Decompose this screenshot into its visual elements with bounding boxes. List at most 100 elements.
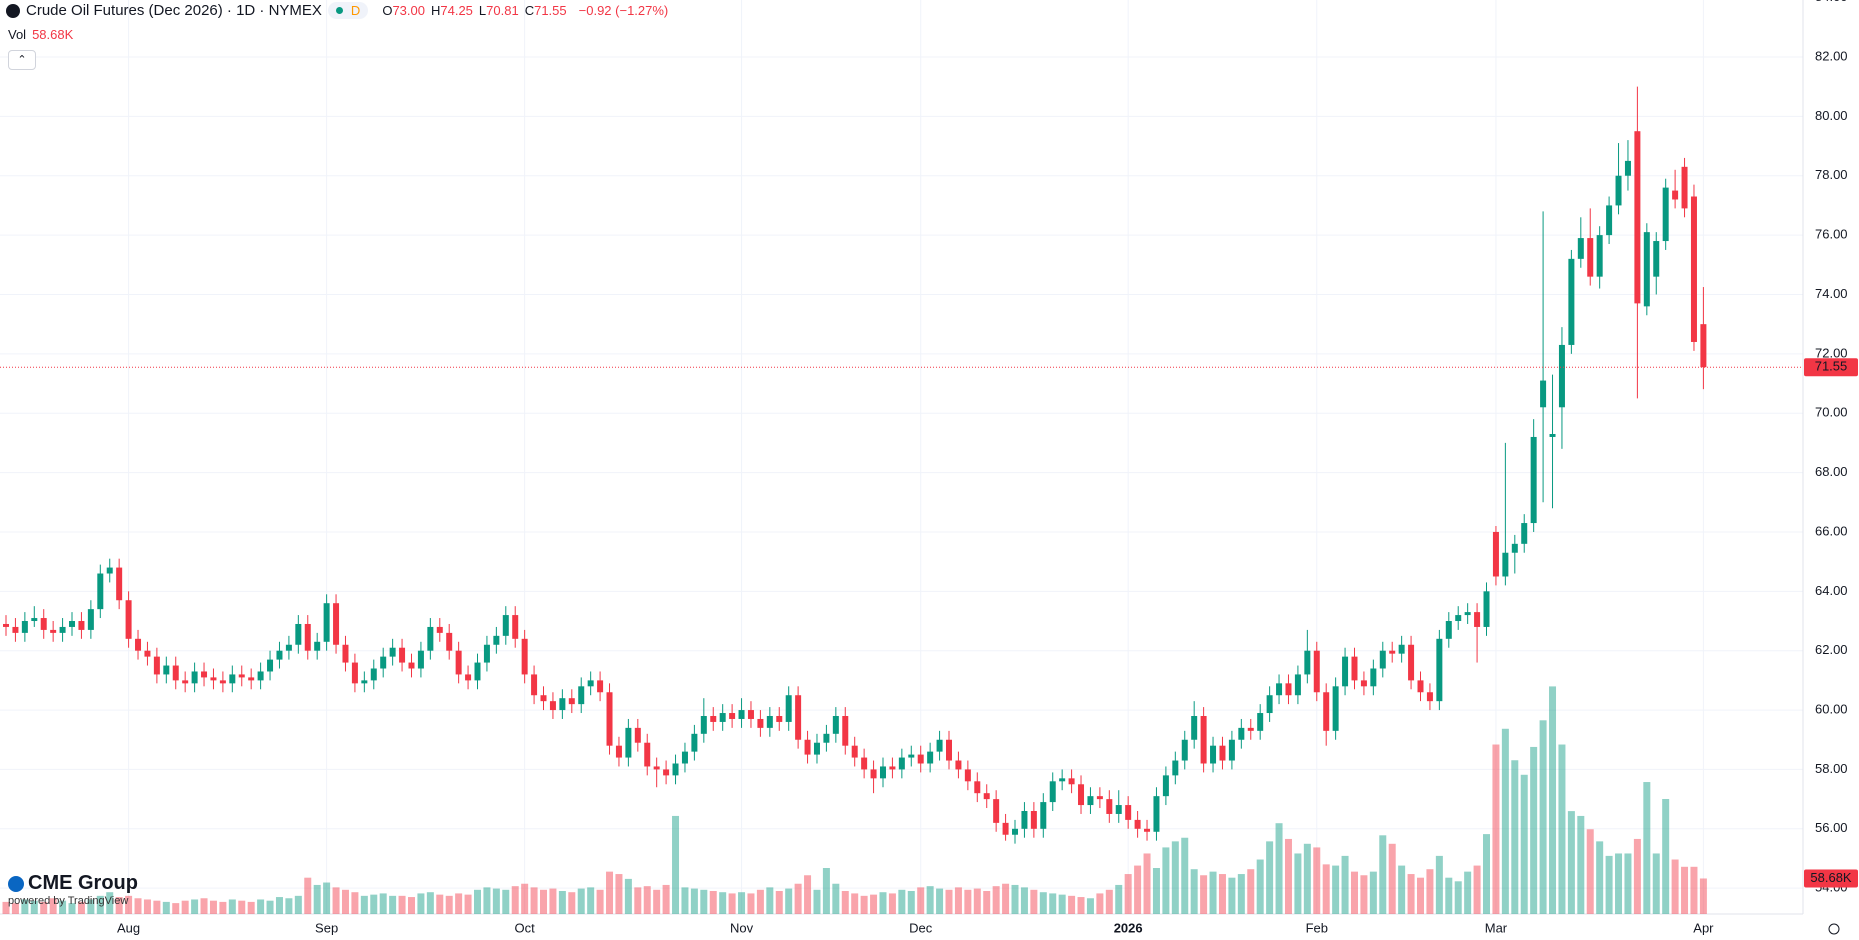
candle-body [502,615,509,636]
volume-bar [228,899,236,914]
volume-bar [1567,811,1575,914]
candle-body [248,677,255,681]
candle-body [719,713,726,722]
candle-body [738,710,745,719]
candle-body [21,621,28,633]
volume-bar [294,895,302,914]
symbol-icon [6,3,20,18]
candle-body [172,665,179,681]
volume-bar [860,895,868,914]
volume-bar [1049,893,1057,914]
volume-bar [738,892,746,914]
volume-bar [1218,874,1226,914]
candle-body [78,621,85,630]
candle-body [135,638,142,651]
volume-bar [1294,853,1302,914]
volume-legend: Vol 58.68K [8,27,73,42]
y-tick-label: 64.00 [1815,583,1848,598]
candle-body [1304,650,1311,675]
volume-bar [1181,837,1189,914]
volume-bar [398,895,406,914]
volume-bar [540,889,548,914]
candle-body [964,769,971,782]
candle-body [1455,615,1462,622]
candle-body [1360,680,1367,687]
candle-body [1342,656,1349,687]
volume-bar [1209,871,1217,914]
volume-bar [1369,871,1377,914]
candle-body [549,701,556,711]
candle-body [31,618,38,622]
volume-bar [1332,865,1340,914]
candle-body [1266,695,1273,714]
candle-body [436,626,443,633]
volume-bar [370,894,378,914]
change: −0.92 (−1.27%) [578,3,669,18]
volume-bar [209,900,217,914]
volume-bar [1020,887,1028,914]
settings-icon [1828,923,1840,935]
candle-body [1417,680,1424,693]
x-tick-label: Sep [315,920,338,935]
candle-body [219,680,226,684]
candle-body [455,650,462,675]
candle-body [1672,190,1679,200]
candle-body [1087,796,1094,806]
candle-body [144,650,151,657]
chart-title[interactable]: Crude Oil Futures (Dec 2026) · 1D · NYME… [26,2,322,19]
volume-bar [1577,815,1585,914]
volume-bar [1105,889,1113,914]
candle-body [578,686,585,705]
candle-body [917,754,924,764]
candle-body [1398,644,1405,654]
volume-bar [672,815,680,914]
volume-bar [653,889,661,914]
candle-body [766,716,773,728]
candle-body [389,647,396,657]
x-tick-label: Aug [117,920,140,935]
volume-bar [1549,686,1557,914]
volume-bar [115,897,123,914]
candle-body [304,623,311,651]
volume-bar [1407,874,1415,914]
volume-bar [1464,871,1472,914]
volume-bar [794,883,802,914]
volume-bar [1275,823,1283,914]
candle-body [1351,656,1358,681]
volume-bar [804,875,812,914]
y-tick-label: 84.00 [1815,0,1848,4]
volume-bar [1596,841,1604,914]
branding: CME Group powered by TradingView [8,872,138,907]
volume-bar [1652,853,1660,914]
candle-body [785,695,792,722]
status-pill[interactable]: D [327,2,369,19]
x-tick-label: Dec [909,920,933,935]
candle-body [361,680,368,684]
volume-bar [549,888,557,914]
candle-body [285,644,292,651]
ohlc-value: 74.25 [440,3,473,18]
candle-body [1483,591,1490,627]
collapse-button[interactable]: ⌃ [8,50,36,70]
candle-body [153,656,160,675]
volume-bar [1058,894,1066,914]
powered-by: powered by TradingView [8,895,129,907]
volume-bar [1200,875,1208,914]
candle-body [1511,543,1518,553]
candle-body [1408,644,1415,681]
candle-body [1294,674,1301,696]
candle-body [417,650,424,669]
volume-bar [964,889,972,914]
ohlc-key: O [382,3,393,18]
y-tick-label: 62.00 [1815,642,1848,657]
candle-body [351,662,358,684]
volume-bar [1086,898,1094,914]
volume-bar [313,884,321,914]
candle-body [1615,175,1622,206]
volume-bar [87,899,95,914]
volume-bar [275,897,283,914]
volume-bar [870,894,878,914]
volume-bar [1002,883,1010,914]
interval-badge: D [350,3,361,18]
